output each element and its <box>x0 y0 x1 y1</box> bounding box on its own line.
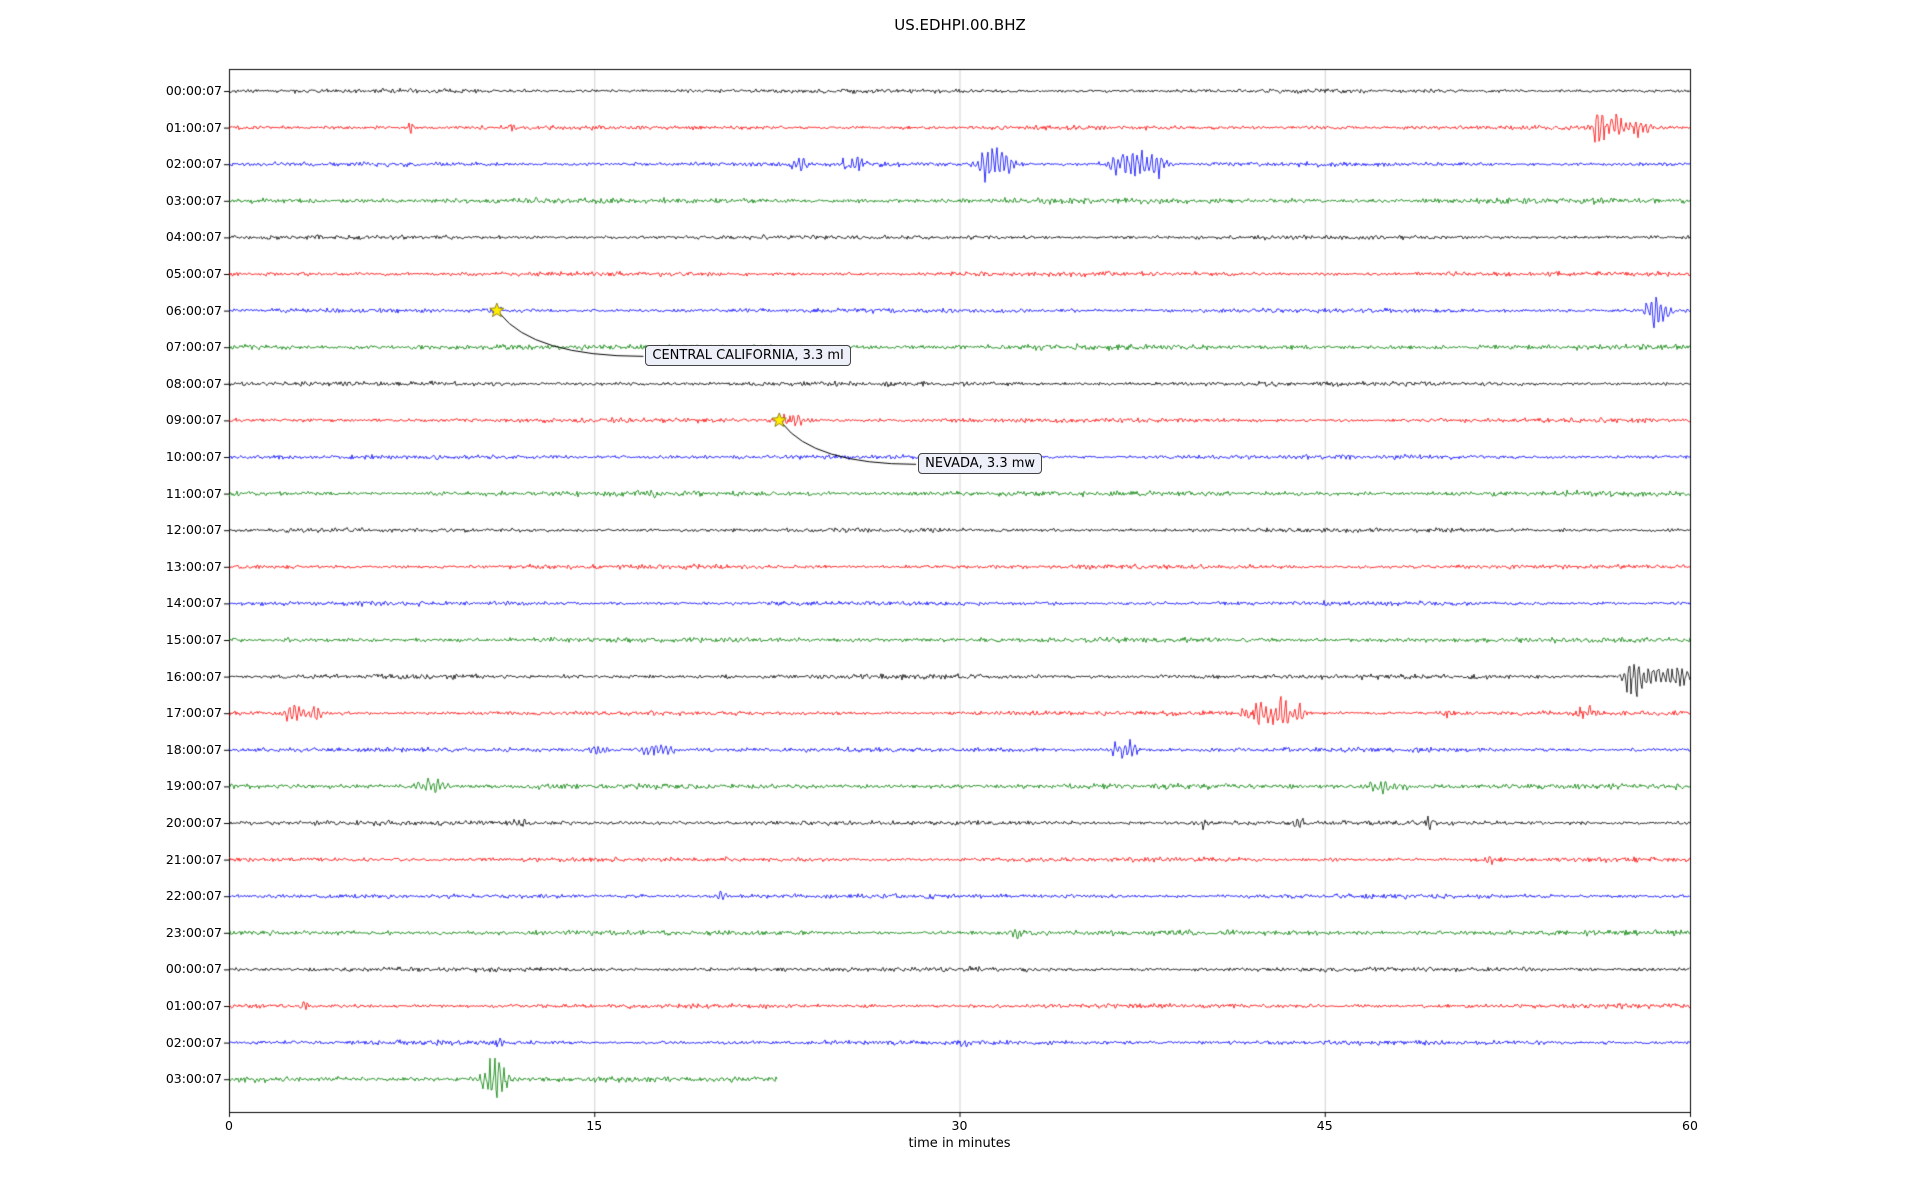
row-label: 14:00:07 <box>165 595 222 611</box>
x-tick-label: 60 <box>1682 1118 1698 1133</box>
annotation-central-california: CENTRAL CALIFORNIA, 3.3 ml <box>645 345 851 367</box>
row-label: 03:00:07 <box>165 1071 222 1087</box>
row-label: 09:00:07 <box>165 412 222 428</box>
row-label: 17:00:07 <box>165 705 222 721</box>
row-label: 01:00:07 <box>165 998 222 1013</box>
x-axis-label: time in minutes <box>908 1136 1011 1151</box>
row-label: 05:00:07 <box>165 266 222 281</box>
row-label: 03:00:07 <box>165 192 222 208</box>
row-label: 18:00:07 <box>165 741 222 757</box>
x-tick-label: 45 <box>1316 1118 1333 1133</box>
annotation-text: NEVADA, 3.3 mw <box>925 456 1036 472</box>
x-tick-label: 0 <box>225 1118 233 1133</box>
annotation-text: CENTRAL CALIFORNIA, 3.3 ml <box>652 348 844 364</box>
row-label: 15:00:07 <box>165 632 222 647</box>
x-tick-label: 15 <box>586 1118 603 1133</box>
row-label: 01:00:07 <box>165 119 222 135</box>
row-label: 13:00:07 <box>165 558 222 574</box>
row-label: 04:00:07 <box>165 229 222 245</box>
row-label: 08:00:07 <box>165 375 222 391</box>
row-label: 10:00:07 <box>165 449 222 464</box>
annotation-nevada: NEVADA, 3.3 mw <box>918 453 1043 475</box>
row-label: 00:00:07 <box>165 83 222 98</box>
row-label: 20:00:07 <box>165 815 222 830</box>
row-label: 23:00:07 <box>165 924 222 940</box>
row-label: 12:00:07 <box>165 522 222 538</box>
row-label: 19:00:07 <box>165 778 222 794</box>
row-label: 00:00:07 <box>165 961 222 977</box>
x-tick-label: 30 <box>951 1118 968 1133</box>
row-label: 21:00:07 <box>165 851 222 867</box>
row-label: 02:00:07 <box>165 1034 222 1050</box>
row-label: 16:00:07 <box>165 668 222 684</box>
row-label: 22:00:07 <box>165 888 222 904</box>
chart-title: US.EDHPI.00.BHZ <box>894 16 1026 34</box>
row-label: 11:00:07 <box>165 485 222 501</box>
row-label: 06:00:07 <box>165 302 222 318</box>
row-label: 02:00:07 <box>165 156 222 172</box>
row-label: 07:00:07 <box>165 339 222 355</box>
